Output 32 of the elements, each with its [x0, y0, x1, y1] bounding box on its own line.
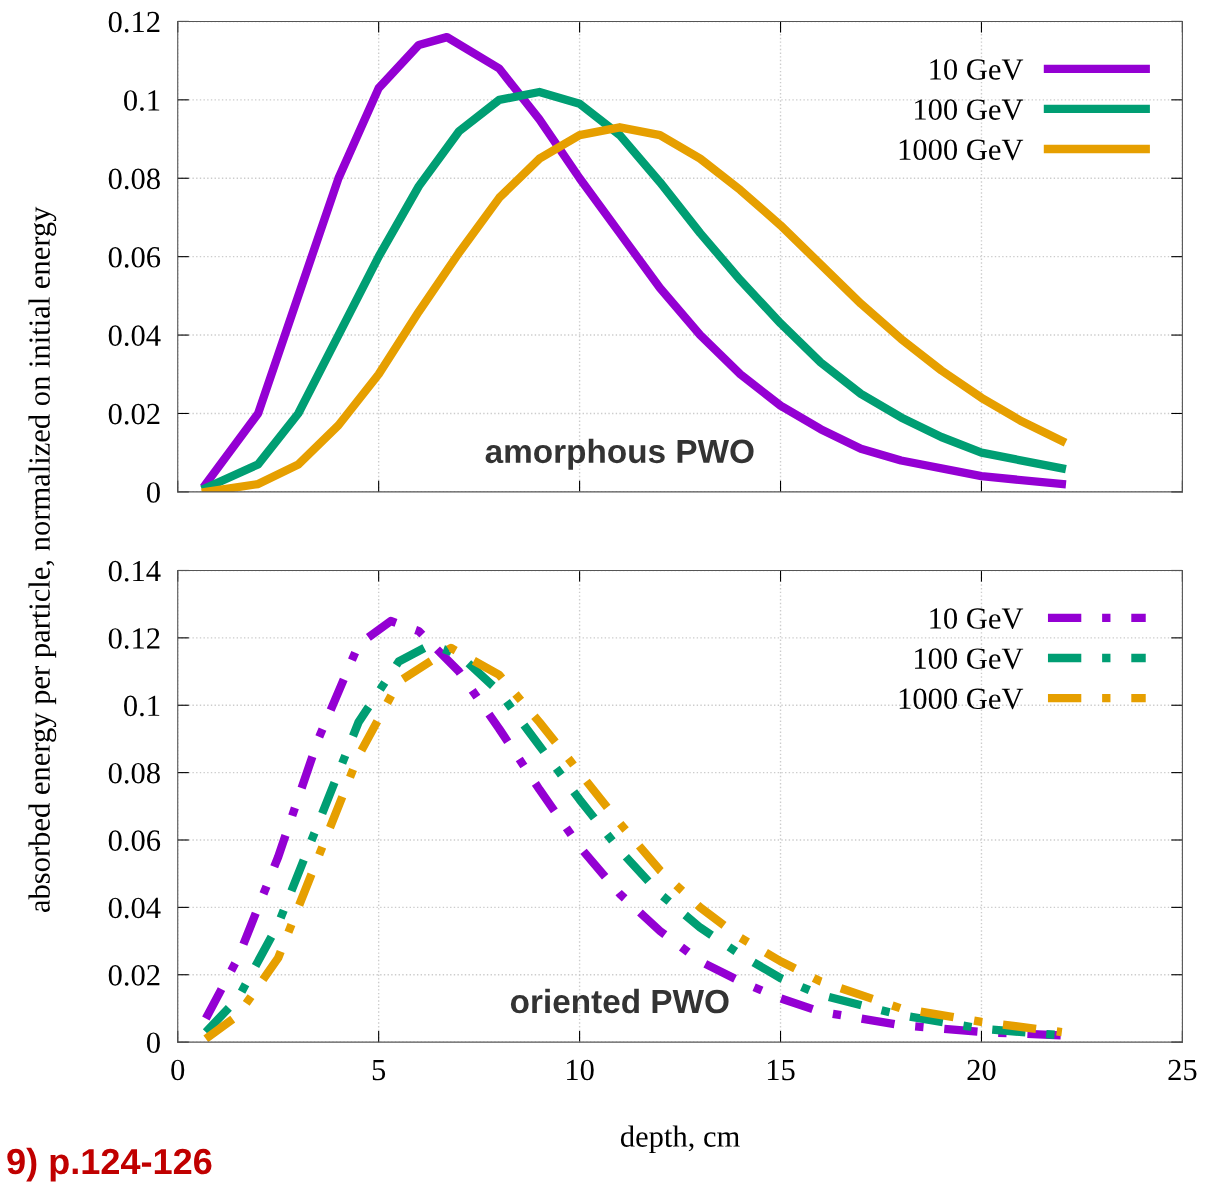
y-tick-label: 0 [146, 482, 160, 503]
y-tick-label: 0.02 [108, 965, 160, 986]
x-tick-label: 10 [567, 1059, 594, 1081]
text: 9) p.124-126 [7, 1147, 212, 1182]
legend-label: 10 GeV [930, 608, 1024, 630]
y-tick-label: 0 [146, 1032, 160, 1054]
annotation: amorphous PWO [485, 438, 754, 470]
legend-label: 1000 GeV [899, 688, 1024, 710]
y-tick-label: 0.08 [108, 168, 160, 190]
annotation: oriented PWO [510, 988, 729, 1014]
legend-label: 10 GeV [930, 59, 1024, 80]
y-tick-label: 0.06 [108, 246, 161, 268]
y-tick-label: 0.02 [108, 403, 160, 425]
x-tick-label: 15 [767, 1059, 795, 1081]
y-tick-label: 0.12 [108, 628, 160, 649]
y-tick-label: 0.08 [108, 762, 160, 784]
legend-label: 1000 GeV [899, 139, 1024, 161]
x-tick-label: 5 [372, 1059, 386, 1081]
x-tick-label: 25 [1168, 1059, 1197, 1081]
y-tick-label: 0.06 [108, 830, 161, 852]
y-tick-label: 0.1 [124, 695, 160, 717]
y-tick-label: 0.14 [108, 560, 161, 582]
legend-label: 100 GeV [915, 99, 1024, 121]
x-axis-title: depth, cm [620, 1125, 740, 1154]
y-axis-title: absorbed energy per particle, normalized on initial energy [28, 206, 57, 912]
y-tick-label: 0.1 [124, 90, 160, 111]
legend-label: 100 GeV [915, 648, 1024, 670]
x-tick-label: 0 [171, 1059, 185, 1081]
x-tick-label: 20 [967, 1059, 996, 1081]
y-tick-label: 0.12 [108, 11, 160, 33]
y-tick-label: 0.04 [108, 325, 161, 347]
y-tick-label: 0.04 [108, 897, 161, 919]
